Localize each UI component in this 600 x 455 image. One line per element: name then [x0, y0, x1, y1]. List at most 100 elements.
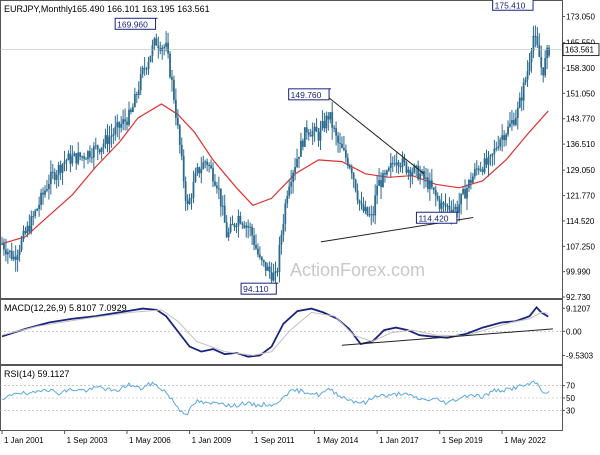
candle-body: [118, 122, 121, 128]
candle-body: [389, 162, 392, 168]
annotation-layer: 169.960 94.110 149.760 114.420 175.410: [114, 0, 534, 295]
candle-body: [196, 167, 199, 174]
candle-body: [171, 77, 173, 80]
candle-body: [239, 215, 242, 224]
price-annotation-box: [492, 0, 534, 11]
rsi-y-tick-label: 50: [566, 394, 575, 403]
candle-body: [323, 121, 326, 129]
candle-body: [491, 153, 494, 156]
candle-body: [548, 47, 550, 56]
price-y-tick-label: 158.300: [566, 64, 595, 73]
candle-body: [198, 167, 201, 174]
candle-body: [282, 223, 285, 235]
candle-body: [385, 170, 388, 175]
candle-body: [413, 166, 416, 173]
candle-body: [350, 167, 353, 174]
last-price-box: [562, 43, 600, 57]
candle-body: [258, 254, 261, 258]
candle-body: [85, 158, 87, 160]
candle-body: [264, 261, 267, 271]
candle-body: [493, 148, 496, 154]
macd-panel: MACD(12,26,9) 5.8107 7.0929 9.1207 0.00 -9…: [0, 299, 594, 365]
candle-body: [378, 179, 380, 186]
candle-body: [102, 143, 105, 148]
price-trendline: [328, 97, 425, 175]
candle-body: [77, 152, 80, 164]
price-annotation-box: [288, 88, 330, 101]
candle-body: [507, 126, 509, 135]
candles-layer: [1, 25, 550, 286]
macd-y-tick-label: -9.5303: [566, 351, 594, 360]
candle-body: [313, 126, 316, 132]
moving-average-line: [1, 103, 549, 245]
candle-body: [509, 123, 511, 127]
candle-body: [446, 205, 449, 207]
candle-body: [51, 171, 54, 173]
candle-body: [108, 136, 111, 145]
candle-body: [139, 73, 142, 91]
candle-body: [436, 195, 439, 200]
last-price-label: 163.561: [565, 46, 594, 55]
candle-body: [143, 67, 146, 69]
candle-body: [161, 47, 164, 51]
candle-body: [532, 35, 535, 52]
candle-body: [321, 121, 324, 128]
rsi-y-tick-label: 70: [566, 382, 575, 391]
price-annotation-box: [415, 211, 458, 224]
candle-body: [221, 205, 224, 207]
candle-body: [511, 120, 513, 124]
candle-body: [530, 51, 533, 63]
candle-body: [133, 94, 136, 108]
candle-body: [458, 204, 461, 213]
candle-body: [303, 127, 306, 147]
candle-body: [6, 251, 9, 255]
candle-body: [288, 186, 291, 196]
candle-body: [411, 172, 414, 177]
candle-body: [489, 155, 492, 157]
candle-body: [528, 62, 531, 72]
candle-body: [331, 112, 334, 128]
candle-body: [425, 177, 427, 179]
candle-body: [372, 214, 375, 216]
candle-body: [518, 97, 521, 108]
candle-body: [184, 181, 187, 201]
x-tick-label: 1 May 2006: [129, 436, 171, 445]
candle-body: [485, 158, 488, 165]
candle-body: [61, 164, 64, 173]
candle-body: [327, 115, 330, 120]
x-tick-label: 1 Jan 2017: [379, 436, 419, 445]
candle-body: [276, 271, 279, 273]
candle-body: [309, 134, 312, 137]
candle-body: [28, 225, 31, 232]
candle-body: [430, 180, 433, 188]
candle-body: [475, 168, 478, 170]
macd-lines-layer: [0, 305, 562, 358]
candle-body: [286, 195, 289, 204]
candle-body: [42, 192, 44, 195]
rsi-y-tick-label: 30: [566, 406, 575, 415]
candle-body: [339, 142, 341, 144]
candle-body: [374, 195, 377, 216]
candle-body: [376, 185, 379, 196]
candle-body: [499, 139, 502, 147]
candle-body: [149, 55, 152, 62]
candle-body: [67, 153, 70, 161]
candle-body: [180, 144, 183, 157]
candle-body: [169, 53, 171, 78]
candle-body: [49, 171, 52, 185]
candle-body: [450, 210, 453, 214]
candle-body: [391, 162, 394, 164]
candle-body: [495, 148, 498, 150]
candle-body: [438, 199, 441, 209]
candle-body: [194, 173, 197, 182]
candle-body: [294, 166, 296, 173]
candle-body: [141, 67, 144, 74]
candle-body: [397, 162, 400, 167]
candle-body: [440, 202, 443, 209]
candle-body: [5, 249, 7, 255]
candle-body: [210, 165, 212, 169]
candle-body: [384, 173, 386, 175]
candle-body: [380, 179, 382, 188]
price-y-tick-label: 99.990: [566, 268, 591, 277]
candle-body: [471, 176, 474, 183]
